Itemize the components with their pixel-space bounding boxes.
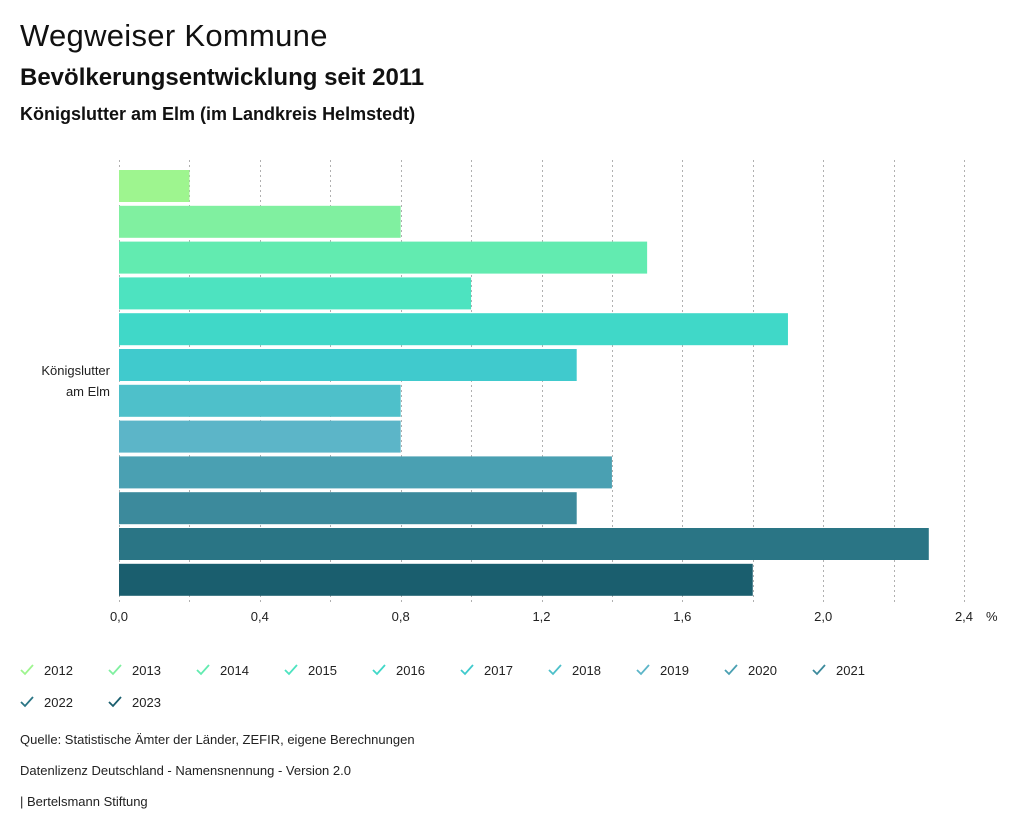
chart-title: Wegweiser Kommune — [20, 18, 328, 53]
legend-item-2017[interactable]: 2017 — [460, 658, 513, 682]
x-tick-label: 0,0 — [110, 609, 128, 624]
checkmark-icon — [372, 664, 386, 676]
bar-2023 — [119, 563, 753, 596]
checkmark-icon — [460, 664, 474, 676]
legend-label: 2023 — [132, 694, 161, 710]
legend-label: 2022 — [44, 694, 73, 710]
legend-label: 2015 — [308, 662, 337, 678]
bar-2013 — [119, 205, 401, 238]
bar-2021 — [119, 492, 577, 525]
checkmark-icon — [196, 664, 210, 676]
legend-label: 2020 — [748, 662, 777, 678]
legend-item-2020[interactable]: 2020 — [724, 658, 777, 682]
checkmark-icon — [20, 696, 34, 708]
legend-item-2018[interactable]: 2018 — [548, 658, 601, 682]
source-note: Quelle: Statistische Ämter der Länder, Z… — [20, 732, 415, 747]
checkmark-icon — [548, 664, 562, 676]
bar-2020 — [119, 456, 612, 489]
legend-item-2022[interactable]: 2022 — [20, 690, 73, 714]
x-tick-label: 0,8 — [392, 609, 410, 624]
legend-item-2014[interactable]: 2014 — [196, 658, 249, 682]
legend-label: 2013 — [132, 662, 161, 678]
checkmark-icon — [108, 664, 122, 676]
legend-label: 2019 — [660, 662, 689, 678]
category-label: am Elm — [66, 384, 110, 399]
legend-item-2013[interactable]: 2013 — [108, 658, 161, 682]
checkmark-icon — [724, 664, 738, 676]
bar-chart: 0,0 0,4 0,8 1,2 1,6 2,0 2,4 % Königslutter am Elm — [41, 160, 998, 624]
checkmark-icon — [284, 664, 298, 676]
chart-subtitle: Bevölkerungsentwicklung seit 2011 — [20, 64, 425, 91]
legend-item-2015[interactable]: 2015 — [284, 658, 337, 682]
x-tick-label: 2,0 — [814, 609, 832, 624]
checkmark-icon — [812, 664, 826, 676]
bar-2012 — [119, 170, 190, 202]
legend-label: 2014 — [220, 662, 249, 678]
bar-2017 — [119, 349, 577, 381]
x-tick-label: 1,2 — [532, 609, 550, 624]
bar-2016 — [119, 313, 788, 346]
bar-2015 — [119, 277, 472, 310]
bar-2014 — [119, 241, 648, 274]
legend-label: 2018 — [572, 662, 601, 678]
legend-label: 2021 — [836, 662, 865, 678]
bar-2019 — [119, 420, 401, 453]
legend-item-2023[interactable]: 2023 — [108, 690, 161, 714]
legend-label: 2012 — [44, 662, 73, 678]
checkmark-icon — [636, 664, 650, 676]
license-note: Datenlizenz Deutschland - Namensnennung … — [20, 763, 351, 778]
legend-item-2012[interactable]: 2012 — [20, 658, 73, 682]
x-tick-label: 1,6 — [673, 609, 691, 624]
credit-note: | Bertelsmann Stiftung — [20, 794, 148, 809]
bar-2018 — [119, 384, 401, 417]
x-axis-unit: % — [986, 609, 998, 624]
legend-item-2019[interactable]: 2019 — [636, 658, 689, 682]
bar-2022 — [119, 528, 929, 560]
x-tick-label: 2,4 — [955, 609, 973, 624]
category-label: Königslutter — [41, 363, 110, 378]
x-tick-label: 0,4 — [251, 609, 269, 624]
legend-item-2021[interactable]: 2021 — [812, 658, 865, 682]
legend-label: 2017 — [484, 662, 513, 678]
legend-item-2016[interactable]: 2016 — [372, 658, 425, 682]
checkmark-icon — [20, 664, 34, 676]
legend-label: 2016 — [396, 662, 425, 678]
checkmark-icon — [108, 696, 122, 708]
region-label: Königslutter am Elm (im Landkreis Helmst… — [20, 104, 416, 124]
